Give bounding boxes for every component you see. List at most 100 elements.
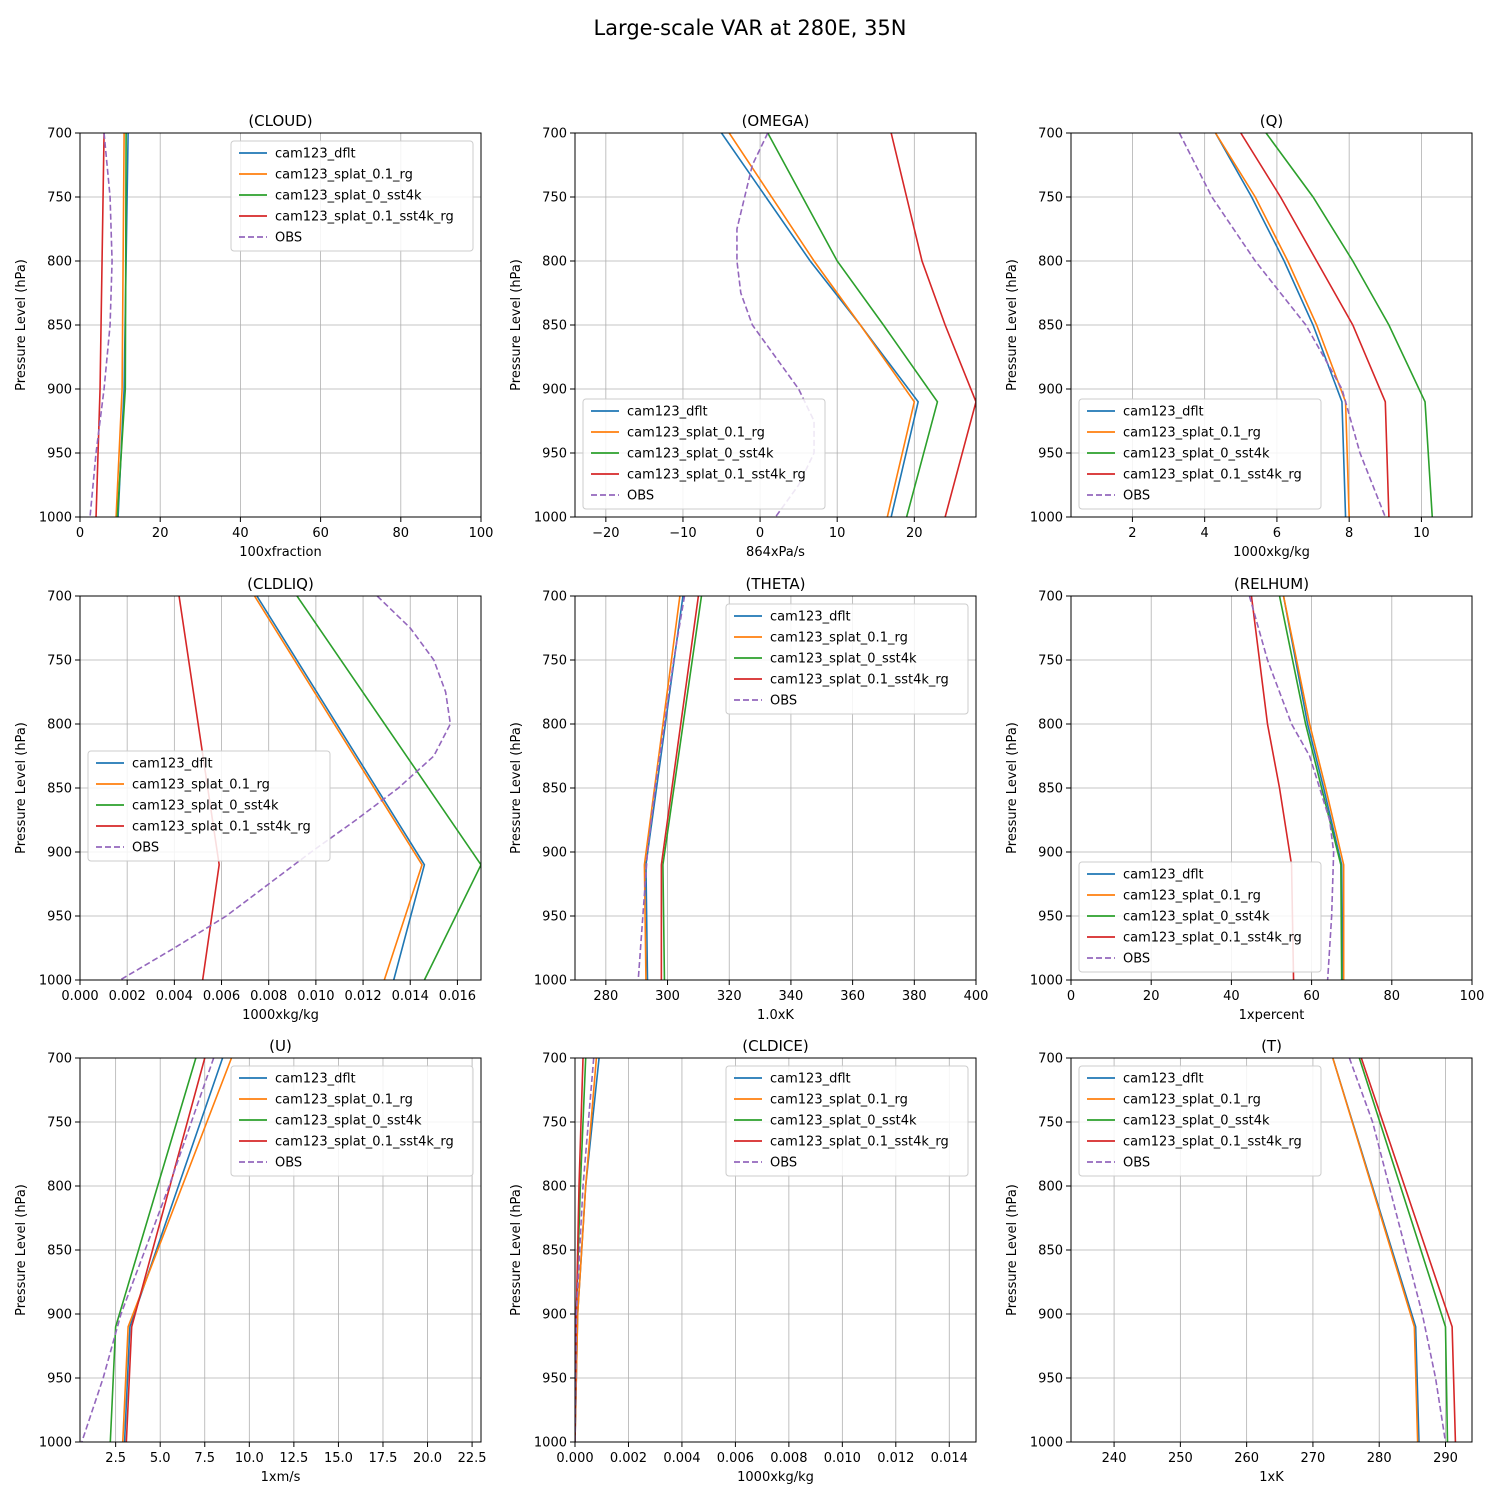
legend-label: cam123_splat_0_sst4k [770, 652, 917, 667]
x-tick-label: 360 [840, 989, 865, 1004]
legend-box [230, 1065, 474, 1177]
y-tick-label: 850 [542, 782, 567, 797]
y-tick-label: 900 [47, 1308, 72, 1323]
series-line-cam123_dflt [1214, 133, 1347, 517]
y-axis-label: Pressure Level (hPa) [14, 722, 29, 854]
y-axis-label: Pressure Level (hPa) [509, 259, 524, 391]
legend-label: cam123_splat_0.1_rg [275, 1093, 413, 1108]
y-tick-label: 800 [47, 718, 72, 733]
legend-label: cam123_splat_0.1_rg [275, 168, 413, 183]
subplot-title: (T) [1261, 1037, 1282, 1055]
subplot: 240 250 260 270 280 290 700 750 800 850 900 950 1000… [1005, 1037, 1473, 1485]
y-tick-label: 950 [47, 447, 72, 462]
x-tick-label: 10.0 [235, 1451, 264, 1466]
subplot: −20 −10 0 10 20 700 750 800 850 900 950 1000 (OMEGA)… [509, 112, 977, 560]
legend: cam123_dflt cam123_splat_0.1_rg cam123_spl… [230, 140, 474, 252]
y-tick-label: 700 [1038, 1052, 1063, 1067]
legend-label: OBS [1123, 489, 1150, 504]
y-axis-label: Pressure Level (hPa) [14, 259, 29, 391]
x-tick-label: 0.016 [439, 989, 476, 1004]
x-tick-label: 400 [964, 989, 989, 1004]
series-line-cam123_splat_0_sst4k [662, 596, 703, 980]
y-tick-label: 750 [47, 191, 72, 206]
y-tick-label: 1000 [1030, 1436, 1063, 1451]
series-line-OBS [89, 133, 113, 517]
x-tick-label: 7.5 [194, 1451, 215, 1466]
x-axis-label: 1000xkg/kg [1233, 545, 1310, 560]
subplot-title: (CLDLIQ) [247, 575, 314, 593]
y-tick-label: 850 [47, 319, 72, 334]
series-line-cam123_splat_0.1_rg [728, 133, 916, 517]
legend-label: OBS [275, 231, 302, 246]
y-tick-label: 1000 [1030, 974, 1063, 989]
legend-label: OBS [1123, 952, 1150, 967]
y-tick-label: 850 [1038, 319, 1063, 334]
y-tick-label: 850 [1038, 1244, 1063, 1259]
legend-label: cam123_dflt [275, 1072, 356, 1087]
legend-label: cam123_splat_0.1_sst4k_rg [627, 468, 806, 483]
legend-label: cam123_splat_0.1_rg [770, 1093, 908, 1108]
legend-label: cam123_dflt [627, 405, 708, 420]
x-tick-label: 20.0 [413, 1451, 442, 1466]
x-tick-label: 0.004 [156, 989, 193, 1004]
y-tick-label: 1000 [39, 511, 72, 526]
y-tick-label: 750 [542, 654, 567, 669]
series-line-cam123_splat_0.1_sst4k_rg [890, 133, 976, 517]
y-tick-label: 950 [1038, 447, 1063, 462]
legend-label: cam123_dflt [1123, 405, 1204, 420]
series-line-cam123_splat_0.1_sst4k_rg [125, 1058, 206, 1442]
legend-label: cam123_splat_0.1_sst4k_rg [275, 210, 454, 225]
y-tick-label: 1000 [534, 974, 567, 989]
legend-box [725, 603, 969, 715]
series-line-cam123_splat_0.1_sst4k_rg [178, 596, 220, 980]
x-tick-label: 0.014 [931, 1451, 968, 1466]
x-tick-label: 290 [1433, 1451, 1458, 1466]
legend-label: cam123_splat_0.1_rg [627, 426, 765, 441]
legend: cam123_dflt cam123_splat_0.1_rg cam123_spl… [725, 1065, 969, 1177]
x-tick-label: 0.002 [109, 989, 146, 1004]
x-tick-label: −20 [592, 526, 619, 541]
legend-label: cam123_splat_0_sst4k [132, 799, 279, 814]
series-line-cam123_splat_0_sst4k [116, 133, 127, 517]
x-tick-label: 8 [1345, 526, 1353, 541]
x-tick-label: 0 [76, 526, 84, 541]
x-tick-label: 40 [232, 526, 249, 541]
y-tick-label: 1000 [534, 1436, 567, 1451]
y-tick-label: 900 [47, 846, 72, 861]
y-tick-label: 900 [542, 1308, 567, 1323]
x-tick-label: 2 [1128, 526, 1136, 541]
y-tick-label: 1000 [534, 511, 567, 526]
y-tick-label: 1000 [39, 974, 72, 989]
series-line-cam123_splat_0.1_sst4k_rg [1240, 133, 1390, 517]
legend-label: cam123_dflt [1123, 1072, 1204, 1087]
subplot-title: (CLDICE) [742, 1037, 808, 1055]
y-tick-label: 900 [1038, 1308, 1063, 1323]
legend-label: cam123_splat_0.1_rg [770, 631, 908, 646]
legend-label: cam123_splat_0_sst4k [1123, 1114, 1270, 1129]
x-tick-label: 0.008 [770, 1451, 807, 1466]
y-tick-label: 800 [542, 1180, 567, 1195]
series-line-OBS [81, 1058, 215, 1442]
legend-label: OBS [770, 694, 797, 709]
y-tick-label: 900 [1038, 383, 1063, 398]
subplot: 2.5 5.0 7.5 10.0 12.5 15.0 17.5 20.0 22.5 700 750 8… [14, 1037, 487, 1485]
y-tick-label: 1000 [1030, 511, 1063, 526]
y-tick-label: 750 [1038, 654, 1063, 669]
legend: cam123_dflt cam123_splat_0.1_rg cam123_spl… [725, 603, 969, 715]
y-tick-label: 700 [542, 590, 567, 605]
y-tick-label: 800 [47, 255, 72, 270]
subplot: 0.000 0.002 0.004 0.006 0.008 0.010 0.012 0.014… [14, 575, 482, 1023]
subplot-title: (Q) [1260, 112, 1284, 130]
y-tick-label: 800 [542, 255, 567, 270]
y-tick-label: 800 [542, 718, 567, 733]
subplot-title: (CLOUD) [248, 112, 312, 130]
y-tick-label: 950 [542, 1372, 567, 1387]
series-line-cam123_splat_0.1_rg [115, 133, 125, 517]
legend-box [87, 750, 331, 862]
subplot-title: (THETA) [746, 575, 806, 593]
series-line-OBS [575, 1058, 595, 1442]
y-tick-label: 800 [47, 1180, 72, 1195]
y-tick-label: 850 [542, 1244, 567, 1259]
y-tick-label: 900 [542, 383, 567, 398]
y-axis-label: Pressure Level (hPa) [509, 1184, 524, 1316]
